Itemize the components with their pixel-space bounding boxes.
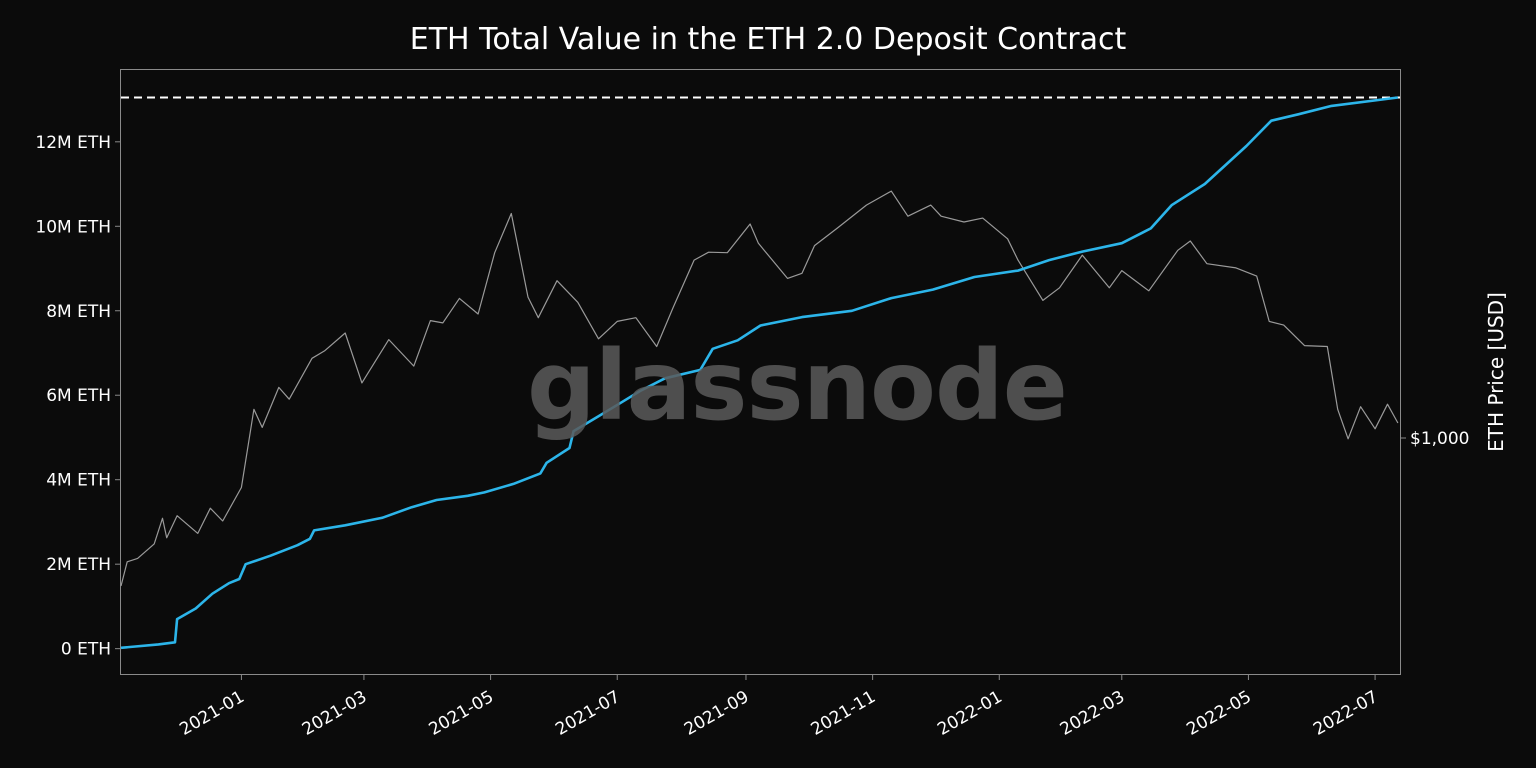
right-axis: $1,000: [1400, 429, 1469, 449]
x-axis: 2021-01 2021-03 2021-05 2021-07 2021-09 2021-…: [176, 674, 1382, 740]
left-tick-label: 2M ETH: [46, 555, 111, 575]
plot-frame: [120, 69, 1401, 675]
left-axis: 0 ETH 2M ETH 4M ETH 6M ETH 8M ETH 10M ETH 12M …: [35, 133, 121, 660]
x-tick-label: 2022-07: [1310, 687, 1382, 740]
left-tick-label: 10M ETH: [35, 217, 111, 237]
x-tick-label: 2022-05: [1183, 687, 1255, 740]
x-tick-label: 2022-03: [1057, 687, 1129, 740]
left-tick-label: 6M ETH: [46, 386, 111, 406]
x-tick-label: 2021-03: [299, 687, 371, 740]
left-tick-label: 4M ETH: [46, 471, 111, 491]
deposit-total-line: [120, 96, 1399, 650]
chart-title: ETH Total Value in the ETH 2.0 Deposit C…: [409, 22, 1127, 57]
x-tick-label: 2021-05: [426, 687, 498, 740]
x-tick-label: 2022-01: [934, 687, 1006, 740]
watermark-logo: glassnode: [527, 330, 1068, 442]
right-axis-label: ETH Price [USD]: [1484, 292, 1508, 452]
x-tick-label: 2021-01: [176, 687, 248, 740]
x-tick-label: 2021-07: [552, 687, 624, 740]
left-tick-label: 8M ETH: [46, 302, 111, 322]
eth-price-line: [120, 190, 1399, 587]
left-tick-label: 12M ETH: [35, 133, 111, 153]
series-layer: [120, 96, 1400, 650]
left-tick-label: 0 ETH: [61, 640, 111, 660]
right-tick-label: $1,000: [1410, 429, 1469, 449]
x-tick-label: 2021-09: [681, 687, 753, 740]
x-tick-label: 2021-11: [808, 687, 880, 740]
